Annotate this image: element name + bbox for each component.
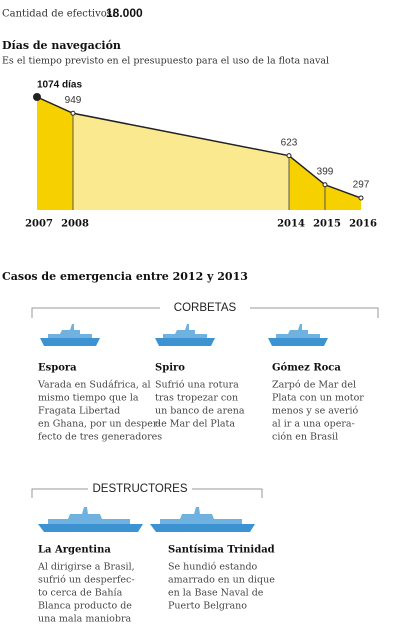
area-segment: [289, 155, 325, 210]
ship-description: amarrado en un dique: [168, 575, 275, 586]
ship-description: una mala maniobra: [38, 614, 131, 625]
ship-name: Espora: [38, 363, 77, 374]
x-tick-label: 2014: [277, 219, 305, 230]
ship-description: mismo tiempo que la: [38, 393, 139, 404]
value-label: 1074 días: [37, 80, 82, 91]
ship-icon: [155, 324, 215, 346]
point: [70, 110, 76, 116]
area-segment: [73, 113, 289, 210]
point: [322, 182, 328, 188]
ship-description: tras tropezar con: [155, 393, 238, 404]
ship-description: Zarpó de Mar del: [272, 380, 356, 391]
ship-icon: [150, 507, 255, 532]
x-tick-label: 2007: [25, 219, 53, 230]
ship-name: Gómez Roca: [272, 363, 341, 374]
ship-description: un banco de arena: [155, 406, 245, 417]
ship-description: Al dirigirse a Brasil,: [37, 562, 135, 573]
ship-description: al ir a una opera-: [272, 419, 355, 430]
group-title: DESTRUCTORES: [93, 483, 188, 495]
value-label: 399: [317, 166, 334, 177]
area-segment: [37, 97, 73, 210]
group-title: CORBETAS: [174, 302, 237, 314]
ship-description: en Ghana, por un desper-: [38, 419, 161, 430]
point: [33, 93, 41, 101]
ship-description: Sufrió una rotura: [155, 380, 239, 391]
x-tick-label: 2008: [61, 219, 89, 230]
value-label: 297: [353, 180, 370, 191]
value-label: 949: [65, 95, 82, 106]
ship-description: Varada en Sudáfrica, al: [37, 380, 151, 391]
value-label: 623: [281, 137, 298, 148]
ship-name: Santísima Trinidad: [168, 545, 275, 556]
ship-icon: [268, 324, 328, 346]
x-tick-label: 2015: [313, 219, 341, 230]
ship-description: fecto de tres generadores: [38, 432, 162, 443]
ship-description: to cerca de Bahía: [38, 588, 123, 599]
header-label: Cantidad de efectivos:: [2, 9, 115, 20]
group-rule: [31, 307, 379, 318]
area-segment: [325, 184, 361, 210]
group-rule: [31, 488, 263, 498]
ship-icon: [40, 324, 100, 346]
ship-description: Fragata Libertad: [38, 406, 120, 417]
point: [286, 153, 292, 159]
ship-description: Plata con un motor: [272, 393, 364, 404]
ship-description: de Mar del Plata: [155, 419, 235, 430]
chart-title: Días de navegación: [2, 39, 121, 52]
ship-description: ción en Brasil: [272, 432, 338, 443]
ship-icon: [38, 507, 143, 532]
ship-description: sufrió un desperfec-: [38, 575, 135, 586]
ship-description: en la Base Naval de: [168, 588, 264, 599]
ship-description: Blanca producto de: [38, 601, 132, 612]
ship-name: La Argentina: [38, 545, 111, 556]
x-tick-label: 2016: [349, 219, 377, 230]
point: [358, 195, 364, 201]
ship-name: Spiro: [155, 363, 185, 374]
ship-description: Se hundió estando: [168, 562, 258, 573]
ship-description: menos y se averió: [272, 406, 358, 417]
header-value: 18.000: [106, 6, 143, 20]
ship-description: Puerto Belgrano: [168, 601, 247, 612]
chart-subtitle: Es el tiempo previsto en el presupuesto …: [2, 56, 329, 67]
section-title: Casos de emergencia entre 2012 y 2013: [2, 270, 248, 283]
